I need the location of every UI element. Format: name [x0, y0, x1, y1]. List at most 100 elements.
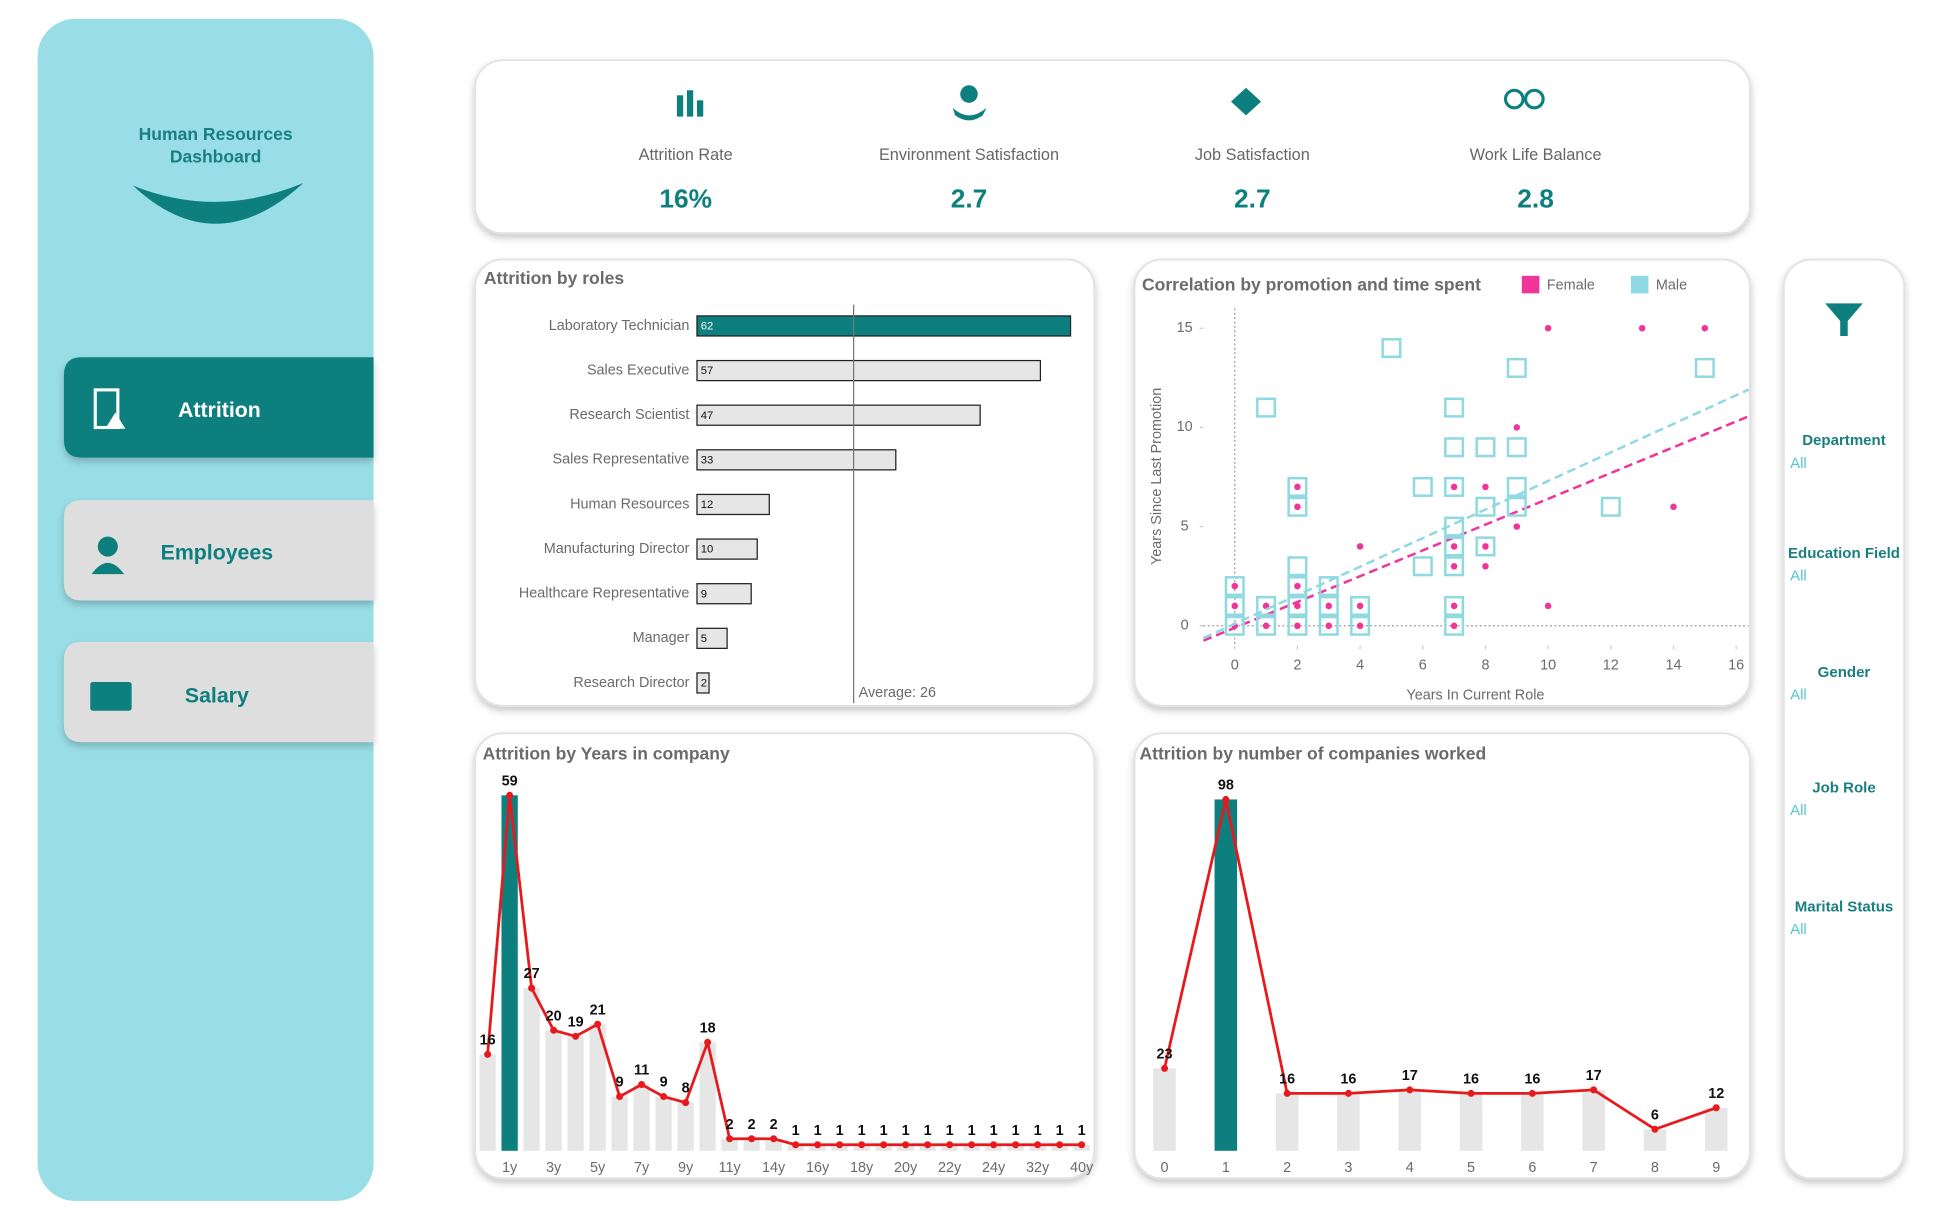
- point: [1444, 397, 1465, 418]
- data-label: 10: [701, 544, 714, 556]
- data-label: 62: [701, 321, 714, 333]
- filter-value: All: [1790, 568, 1807, 585]
- point: [1638, 324, 1646, 332]
- point: [1287, 496, 1308, 517]
- bar: [545, 1030, 562, 1151]
- nav-attrition[interactable]: [63, 357, 374, 458]
- point: [1224, 576, 1245, 597]
- data-label: 1: [792, 1123, 800, 1139]
- category-label: Manufacturing Director: [544, 541, 690, 557]
- x-tick-label: 5: [1467, 1160, 1475, 1176]
- point: [1224, 595, 1245, 616]
- point: [1294, 503, 1301, 511]
- line-point: [968, 1141, 976, 1149]
- category-label: Human Resources: [570, 496, 689, 512]
- bar: [743, 1138, 760, 1151]
- nav-button[interactable]: [63, 500, 374, 601]
- nav-label[interactable]: Employees: [161, 541, 273, 565]
- funnel-icon: [1825, 303, 1863, 336]
- x-tick-label: 14y: [762, 1160, 786, 1176]
- icon: [676, 95, 684, 117]
- nav-salary[interactable]: [63, 641, 374, 743]
- point: [1356, 622, 1364, 630]
- data-label: 17: [1586, 1068, 1602, 1084]
- chart-card: [1133, 258, 1751, 707]
- point: [1256, 595, 1277, 616]
- filter-value: All: [1790, 455, 1807, 472]
- filter-value: All: [1790, 921, 1807, 938]
- kpi-icons: [676, 85, 1545, 121]
- x-tick-label: 12: [1603, 657, 1619, 673]
- point: [1325, 622, 1333, 630]
- x-tick-label: 1: [1222, 1160, 1230, 1176]
- icon: [952, 107, 987, 121]
- point: [1450, 602, 1458, 610]
- data-label: 57: [701, 365, 714, 377]
- x-tick-label: 7y: [634, 1160, 650, 1176]
- nav-label[interactable]: Salary: [185, 684, 249, 708]
- bar: [696, 672, 710, 694]
- line-point: [572, 1032, 580, 1040]
- line-point: [484, 1050, 492, 1058]
- line-point: [836, 1141, 844, 1149]
- bar: [721, 1138, 738, 1151]
- line-point: [1467, 1089, 1475, 1097]
- data-label: 1: [1034, 1123, 1042, 1139]
- point: [1482, 483, 1489, 491]
- line-point: [946, 1141, 954, 1149]
- chart-title: Attrition by Years in company: [483, 743, 730, 763]
- trend-line: [1202, 388, 1750, 640]
- data-label: 20: [546, 1008, 562, 1024]
- data-label: 11: [634, 1063, 649, 1079]
- bar: [699, 1042, 716, 1151]
- data-label: 1: [836, 1123, 844, 1139]
- bar: [1153, 1068, 1176, 1151]
- filter-card: [1782, 258, 1906, 1180]
- line-point: [594, 1020, 602, 1028]
- nav-employees[interactable]: [63, 500, 374, 601]
- legend-swatch: [1630, 275, 1649, 294]
- data-label: 5: [701, 633, 707, 645]
- data-label: 2: [770, 1117, 778, 1133]
- point: [1287, 556, 1308, 577]
- nav-button[interactable]: [63, 357, 374, 458]
- bar: [696, 359, 1042, 382]
- point: [1350, 595, 1371, 616]
- line-point: [682, 1099, 690, 1107]
- line-point: [616, 1093, 624, 1101]
- data-label: 2: [701, 678, 707, 690]
- point: [1444, 595, 1465, 616]
- point: [1287, 476, 1308, 497]
- x-tick-label: 0: [1161, 1160, 1169, 1176]
- data-label: 9: [616, 1075, 624, 1091]
- point: [1444, 476, 1465, 497]
- filter-label: Gender: [1818, 664, 1871, 681]
- point: [1294, 582, 1301, 590]
- category-label: Laboratory Technician: [549, 318, 690, 334]
- filter-label: Marital Status: [1795, 899, 1894, 916]
- data-label: 16: [1463, 1071, 1479, 1087]
- point: [1506, 437, 1527, 458]
- x-tick-label: 16y: [806, 1160, 830, 1176]
- point: [1475, 437, 1496, 458]
- bar: [1459, 1093, 1483, 1151]
- x-tick-label: 22y: [938, 1160, 962, 1176]
- nav-label[interactable]: Attrition: [178, 398, 261, 422]
- x-tick-label: 6: [1528, 1160, 1536, 1176]
- line-point: [1283, 1089, 1291, 1097]
- data-label: 1: [1012, 1123, 1020, 1139]
- bar: [1643, 1129, 1667, 1151]
- x-tick-label: 5y: [590, 1160, 606, 1176]
- point: [1513, 523, 1521, 530]
- x-tick-label: 24y: [982, 1160, 1006, 1176]
- sidebar: [37, 18, 374, 1201]
- bar: [501, 795, 518, 1151]
- nav-button[interactable]: [63, 641, 374, 743]
- bar: [567, 1036, 584, 1151]
- point: [1412, 556, 1433, 577]
- data-label: 1: [858, 1123, 866, 1139]
- legend-label: Male: [1656, 278, 1687, 294]
- filter-label: Education Field: [1788, 545, 1900, 562]
- point: [1318, 615, 1339, 636]
